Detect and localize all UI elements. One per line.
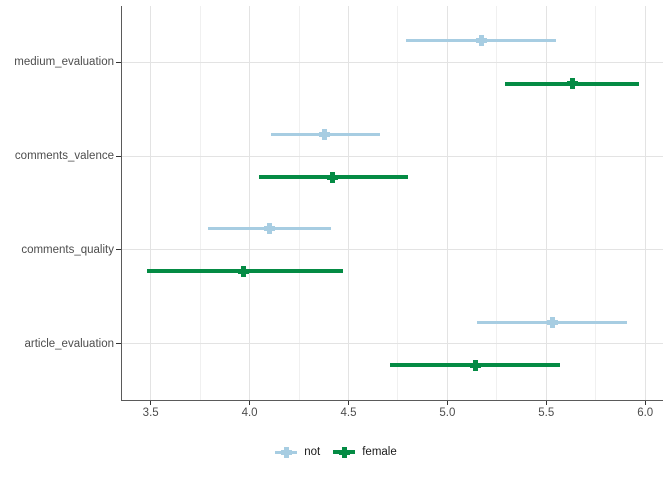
legend-key-not-icon [275, 446, 298, 459]
gridline-major-y [122, 61, 663, 63]
gridline-major-x [446, 6, 448, 400]
legend: not female [0, 443, 672, 461]
gridline-major-y [122, 155, 663, 157]
legend-label-female: female [362, 445, 397, 458]
x-tick-label: 4.0 [241, 407, 258, 419]
point-estimate-female-v [241, 265, 247, 277]
legend-item-not: not [275, 446, 320, 459]
gridline-major-x [347, 6, 349, 400]
x-tick-label: 6.0 [637, 407, 654, 419]
gridline-major-x [545, 6, 547, 400]
point-estimate-not-v [549, 316, 555, 328]
y-category-label: comments_valence [14, 150, 114, 163]
point-estimate-female-v [330, 171, 336, 183]
y-category-label: article_evaluation [24, 337, 114, 350]
gridline-minor-x [298, 6, 300, 400]
x-tick-mark [150, 401, 152, 405]
gridline-major-x [150, 6, 152, 400]
x-tick-label: 5.0 [439, 407, 456, 419]
legend-key-female-icon [333, 446, 356, 459]
x-tick-label: 4.5 [340, 407, 357, 419]
legend-key-shape [283, 446, 289, 458]
y-category-label: comments_quality [21, 243, 114, 256]
gridline-minor-x [595, 6, 597, 400]
legend-item-female: female [333, 446, 397, 459]
gridline-major-y [122, 249, 663, 251]
gridline-minor-x [199, 6, 201, 400]
legend-label-not: not [304, 445, 321, 458]
x-tick-mark [446, 401, 448, 405]
point-estimate-female-v [472, 359, 478, 371]
y-tick-mark [116, 61, 121, 63]
gridline-major-x [249, 6, 251, 400]
x-tick-mark [347, 401, 349, 405]
gridline-major-y [122, 343, 663, 345]
point-estimate-not-v [266, 223, 272, 235]
gridline-minor-x [397, 6, 399, 400]
x-tick-mark [545, 401, 547, 405]
point-estimate-not-v [322, 129, 328, 141]
point-estimate-not-v [478, 35, 484, 47]
legend-key-shape [341, 446, 347, 458]
x-tick-label: 3.5 [142, 407, 159, 419]
y-tick-mark [116, 249, 121, 251]
gridline-major-x [644, 6, 646, 400]
x-tick-mark [644, 401, 646, 405]
point-estimate-female-v [569, 78, 575, 90]
y-axis-line [121, 6, 122, 400]
x-tick-mark [249, 401, 251, 405]
gridline-minor-x [496, 6, 498, 400]
x-axis-line [121, 400, 663, 401]
x-tick-label: 5.5 [538, 407, 555, 419]
y-tick-mark [116, 155, 121, 157]
y-category-label: medium_evaluation [14, 56, 114, 69]
y-tick-mark [116, 343, 121, 345]
